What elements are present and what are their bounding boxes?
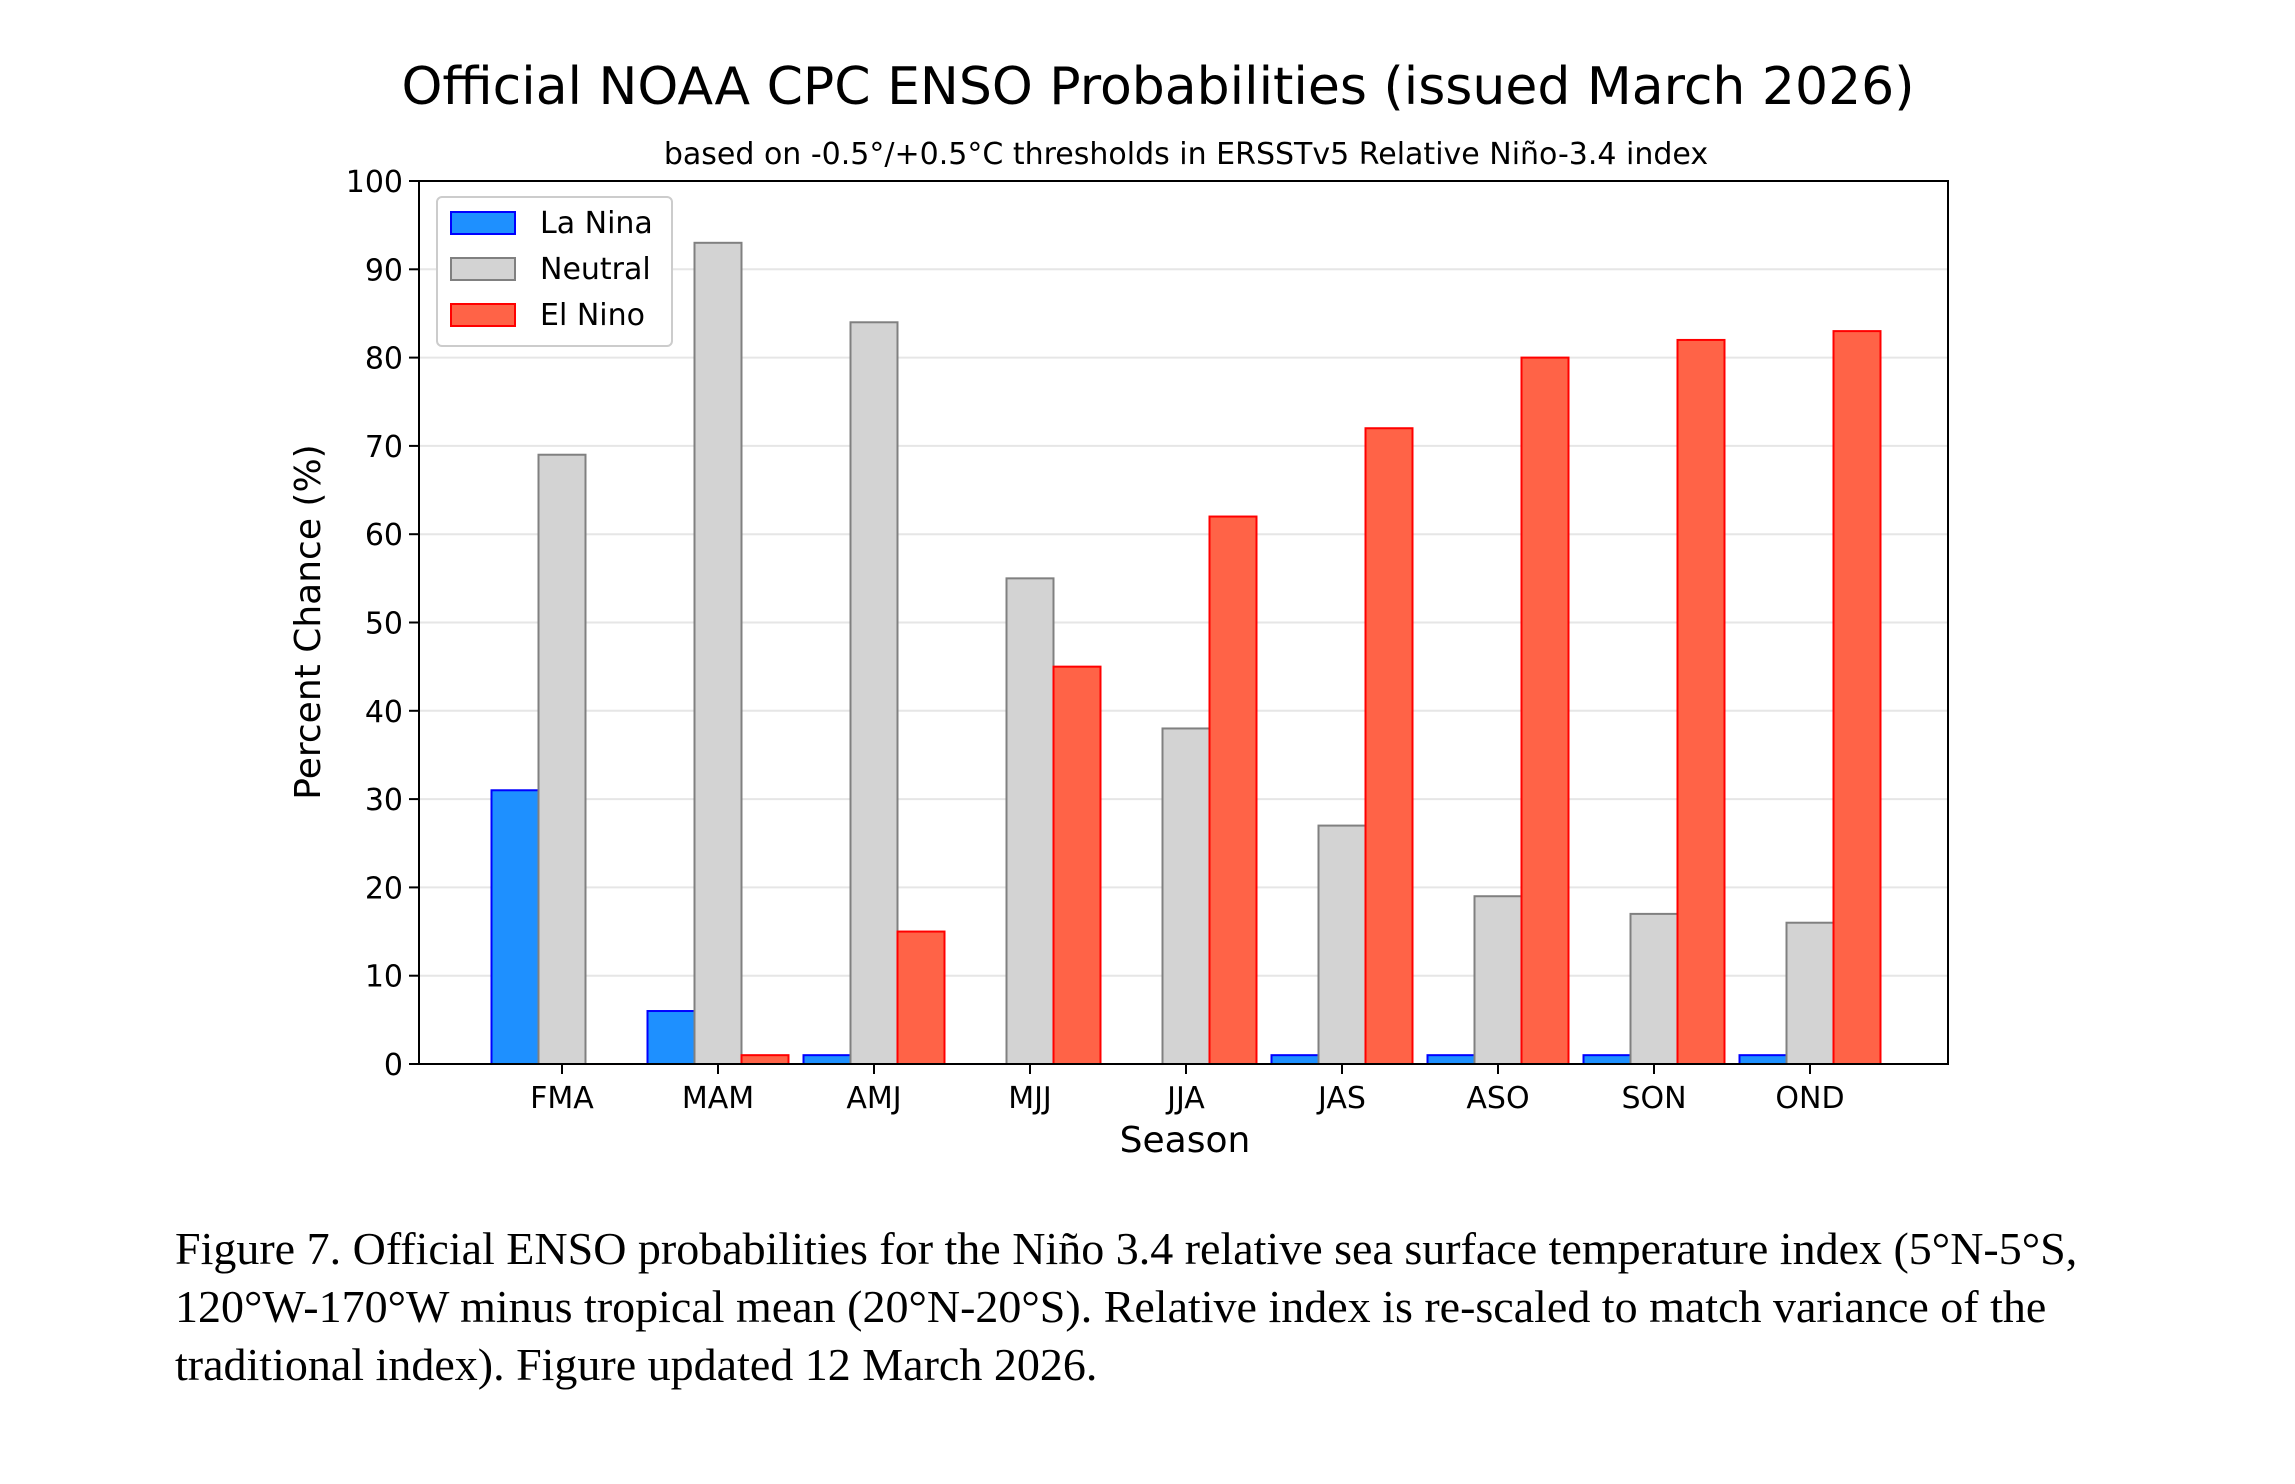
bar-neutral-aso — [1473, 895, 1523, 1065]
y-tick-label: 60 — [365, 518, 403, 553]
x-tick-label: ASO — [1466, 1081, 1529, 1116]
figure-caption: Figure 7. Official ENSO probabilities fo… — [175, 1223, 2078, 1390]
x-tick-label: OND — [1775, 1081, 1844, 1116]
bar-el-nino-son — [1676, 338, 1726, 1065]
y-tick-label: 0 — [384, 1048, 403, 1083]
bar-neutral-mjj — [1005, 577, 1055, 1065]
legend-label: El Nino — [540, 298, 645, 333]
y-tick-label: 100 — [346, 165, 403, 200]
legend-swatch-la-nina — [450, 211, 516, 235]
bar-la-nina-mam — [646, 1010, 696, 1066]
bar-la-nina-jas — [1270, 1054, 1320, 1066]
x-tick-label: MJJ — [1008, 1081, 1052, 1116]
bar-la-nina-ond — [1738, 1054, 1788, 1066]
y-tick-label: 90 — [365, 253, 403, 288]
legend-swatch-el-nino — [450, 303, 516, 327]
y-tick-label: 30 — [365, 783, 403, 818]
x-tick-label: AMJ — [846, 1081, 901, 1116]
bar-neutral-jja — [1161, 727, 1211, 1066]
y-tick-label: 50 — [365, 607, 403, 642]
chart-subtitle: based on -0.5°/+0.5°C thresholds in ERSS… — [664, 137, 1708, 172]
x-tick-label: JJA — [1165, 1081, 1205, 1116]
x-tick-label: MAM — [682, 1081, 754, 1116]
bar-neutral-fma — [537, 453, 587, 1066]
x-tick-label: FMA — [530, 1081, 594, 1116]
bar-neutral-jas — [1317, 824, 1367, 1066]
y-axis-label: Percent Chance (%) — [288, 444, 329, 799]
bar-el-nino-mjj — [1052, 665, 1102, 1066]
bar-el-nino-ond — [1832, 330, 1882, 1065]
bar-el-nino-aso — [1520, 356, 1570, 1066]
y-tick-label: 40 — [365, 695, 403, 730]
bar-neutral-amj — [849, 321, 899, 1065]
bar-neutral-mam — [693, 241, 743, 1065]
bar-el-nino-mam — [740, 1054, 790, 1066]
bar-el-nino-jas — [1364, 427, 1414, 1065]
legend-label: La Nina — [540, 206, 653, 241]
x-tick-label: JAS — [1316, 1081, 1366, 1116]
bar-el-nino-jja — [1208, 515, 1258, 1065]
bar-neutral-son — [1629, 912, 1679, 1066]
legend-label: Neutral — [540, 252, 651, 287]
bar-la-nina-amj — [802, 1054, 852, 1066]
x-tick-label: SON — [1621, 1081, 1686, 1116]
y-tick-label: 10 — [365, 960, 403, 995]
legend-swatch-neutral — [450, 257, 516, 281]
bar-la-nina-fma — [490, 789, 540, 1066]
bar-el-nino-amj — [896, 930, 946, 1065]
bar-neutral-ond — [1785, 921, 1835, 1065]
chart-title: Official NOAA CPC ENSO Probabilities (is… — [401, 57, 1914, 117]
bar-la-nina-aso — [1426, 1054, 1476, 1066]
y-tick-label: 70 — [365, 430, 403, 465]
y-tick-label: 80 — [365, 342, 403, 377]
x-axis-label: Season — [1120, 1120, 1251, 1161]
bar-la-nina-son — [1582, 1054, 1632, 1066]
legend: La Nina Neutral El Nino — [436, 196, 673, 347]
y-tick-label: 20 — [365, 871, 403, 906]
